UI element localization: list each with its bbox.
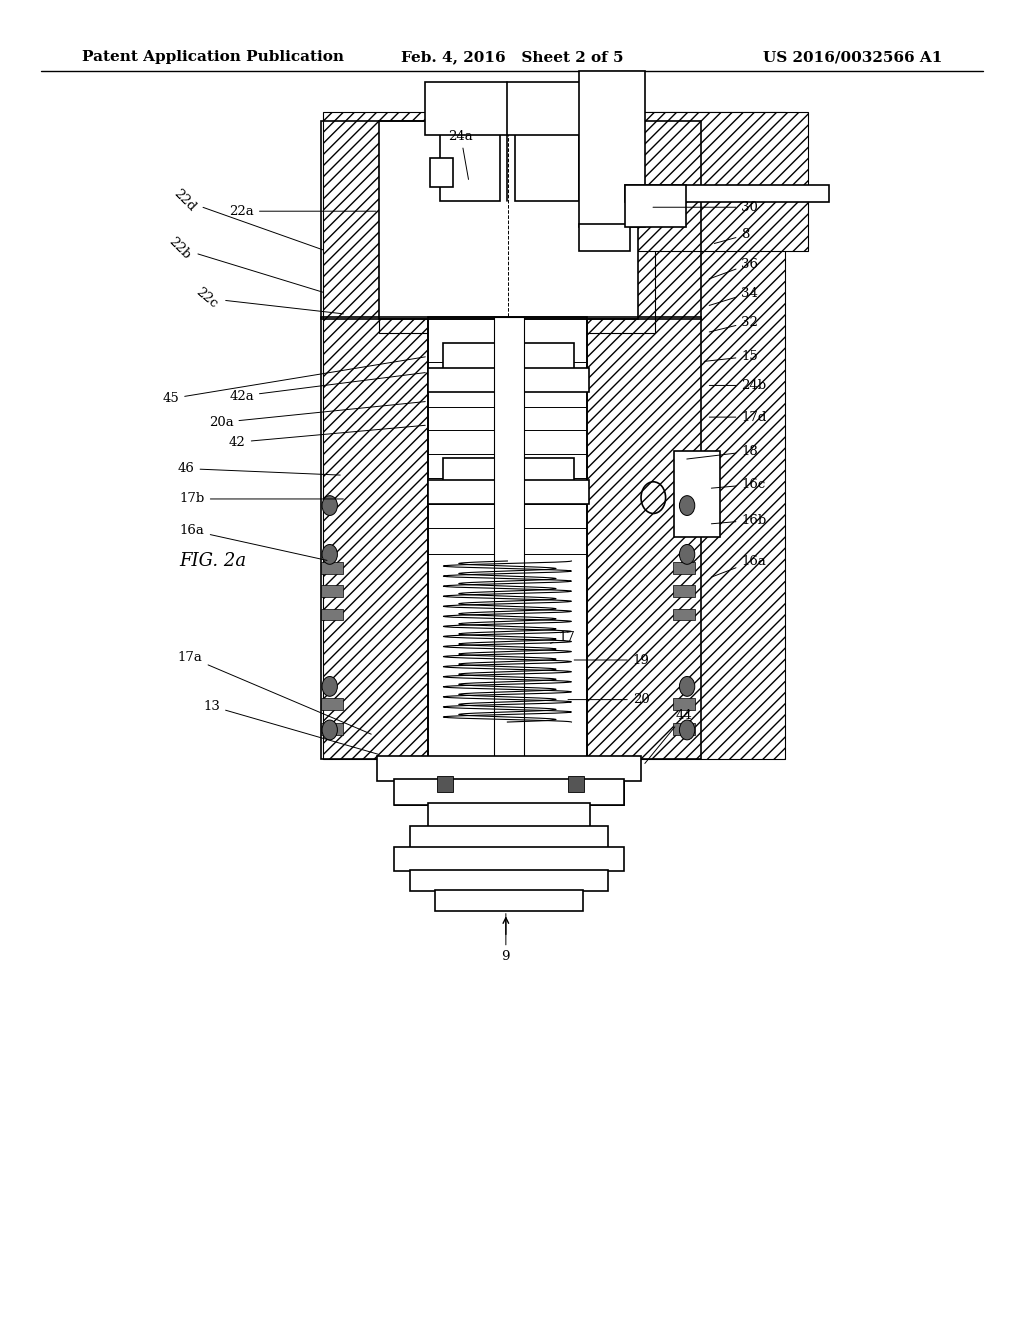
Bar [425,82,594,135]
Text: 17a: 17a [178,651,372,734]
Bar [673,609,695,620]
Text: 42a: 42a [229,372,425,403]
Text: 16a: 16a [180,524,327,561]
Bar [379,128,481,333]
Bar [321,609,343,620]
Text: 22b: 22b [166,235,323,292]
Text: FIG. 2a: FIG. 2a [179,552,247,570]
Bar [321,698,343,710]
Text: 13: 13 [204,700,378,754]
Text: 36: 36 [710,257,759,279]
Bar [443,458,574,482]
Bar [673,562,695,574]
Bar [321,723,343,735]
Bar [568,776,584,792]
Text: 16b: 16b [712,513,767,527]
Bar [321,585,343,597]
Bar [428,317,587,759]
Text: Patent Application Publication: Patent Application Publication [82,50,344,65]
Text: 15: 15 [705,350,758,363]
Text: 46: 46 [178,462,340,475]
Bar [394,847,624,871]
Text: 8: 8 [715,228,750,243]
Bar [410,826,608,850]
Text: 20a: 20a [209,401,425,429]
Bar [625,185,829,202]
Bar [377,756,641,781]
Bar [443,343,574,370]
Bar [323,112,435,759]
Bar [379,121,638,319]
Bar [394,779,624,805]
Text: 18: 18 [687,445,758,459]
Bar [321,121,701,319]
Text: 16c: 16c [712,478,766,491]
Text: 44: 44 [645,709,692,763]
Text: 42: 42 [229,425,425,449]
Text: 19: 19 [574,653,649,667]
Circle shape [322,721,338,741]
Circle shape [322,545,338,565]
Circle shape [322,496,338,516]
Bar [321,562,343,574]
Bar [428,112,587,759]
Circle shape [680,676,694,697]
Text: 24a: 24a [449,129,473,180]
Text: 9: 9 [502,913,510,964]
Bar [394,779,624,805]
Bar [428,480,589,504]
Bar [430,158,453,187]
Bar [494,317,524,759]
Text: 34: 34 [710,286,758,305]
Circle shape [322,676,338,697]
Text: 24b: 24b [710,379,767,392]
Bar [586,112,785,759]
Bar [625,185,686,227]
Bar [435,890,583,911]
Bar [515,84,579,201]
Bar [673,723,695,735]
Text: Feb. 4, 2016   Sheet 2 of 5: Feb. 4, 2016 Sheet 2 of 5 [400,50,624,65]
Bar [428,803,590,829]
Bar [579,71,645,227]
Text: 17d: 17d [710,411,767,424]
Text: 22d: 22d [171,187,323,249]
Bar [629,112,808,251]
Text: 17b: 17b [179,492,343,506]
Text: 32: 32 [710,315,758,333]
Bar [674,451,720,537]
Bar [673,585,695,597]
Bar [538,128,655,333]
Text: US 2016/0032566 A1: US 2016/0032566 A1 [763,50,942,65]
Circle shape [680,721,694,741]
Bar [428,368,589,392]
Text: 22c: 22c [194,285,343,314]
Bar [440,84,500,201]
Circle shape [680,496,694,516]
Bar [410,870,608,891]
Bar [321,317,701,759]
Text: 22a: 22a [229,205,376,218]
Text: 17: 17 [551,631,575,644]
Bar [437,776,453,792]
Bar [579,224,630,251]
Text: 30: 30 [653,201,758,214]
Bar [673,698,695,710]
Text: 20: 20 [568,693,649,706]
Text: 16a: 16a [712,554,766,577]
Circle shape [680,545,694,565]
Text: 45: 45 [163,356,425,405]
